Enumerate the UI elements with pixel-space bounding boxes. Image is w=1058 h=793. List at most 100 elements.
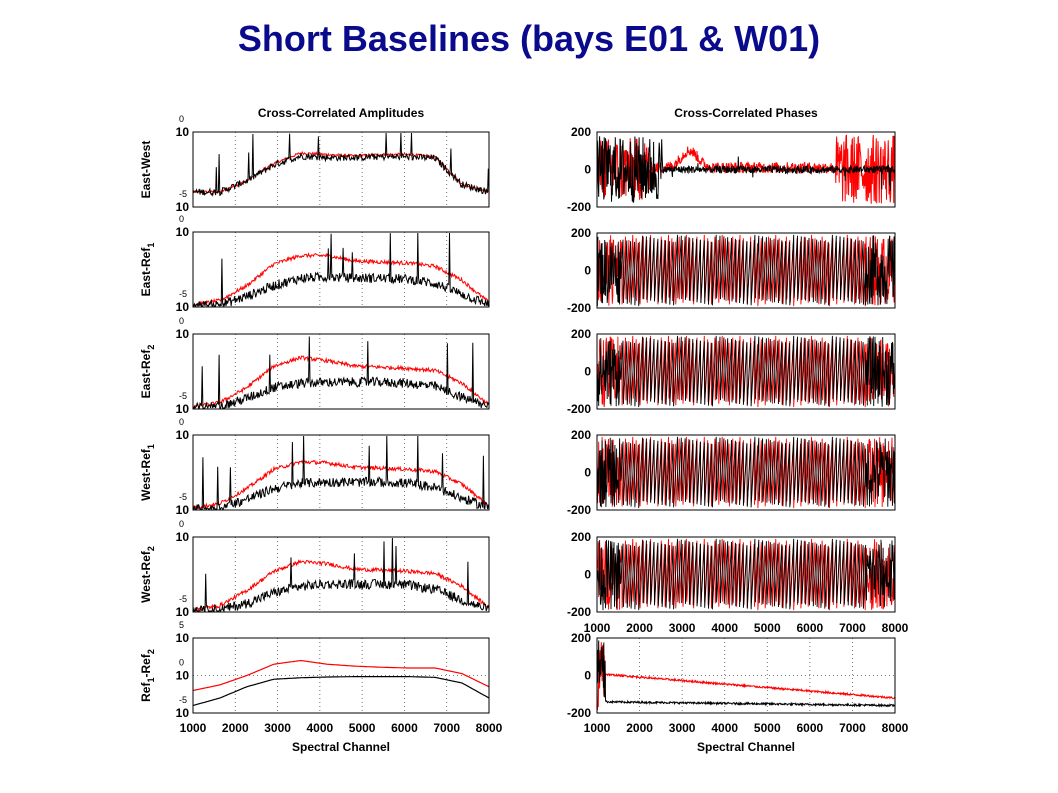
amplitude-black-series <box>192 336 490 410</box>
phase-xtick-label: 2000 <box>626 621 653 635</box>
ytick-base: 10 <box>176 428 190 442</box>
ytick-base: 10 <box>176 327 190 341</box>
amplitude-black-series <box>192 132 490 197</box>
panel-ylabel: East-Ref2 <box>139 345 156 399</box>
ytick-exponent: -5 <box>179 391 187 401</box>
ytick-base: 10 <box>176 402 190 416</box>
amplitude-panel-frame <box>192 434 490 511</box>
amplitude-black-series <box>192 537 490 613</box>
ytick-exponent: 5 <box>179 620 184 630</box>
phase-xtick-label: 1000 <box>584 721 611 735</box>
ytick-exponent: -5 <box>179 189 187 199</box>
ytick-base: 10 <box>176 605 190 619</box>
phase-black-series <box>596 538 896 611</box>
phase-panel: 200 0 -200 <box>567 530 896 619</box>
phase-panel-frame <box>596 333 896 410</box>
phase-panel: 200 0 -200 <box>567 327 896 416</box>
amplitude-black-series <box>192 435 490 511</box>
amplitude-black-series <box>192 676 490 707</box>
ytick-exponent: 0 <box>179 316 184 326</box>
phase-ytick-label: -200 <box>567 706 591 720</box>
phase-panel: 200 0 -200 <box>567 428 896 517</box>
ytick-exponent: 0 <box>179 114 184 124</box>
phase-ytick-label: 200 <box>571 428 591 442</box>
amplitude-panel-frame <box>192 637 490 714</box>
ytick-base: 10 <box>176 200 190 214</box>
phase-black-series <box>596 136 896 203</box>
amplitude-column-title: Cross-Correlated Amplitudes <box>258 106 425 120</box>
ytick-base: 10 <box>176 669 190 683</box>
ytick-exponent: -5 <box>179 289 187 299</box>
phase-panel-frame <box>596 637 896 714</box>
ytick-base: 10 <box>176 631 190 645</box>
phase-ytick-label: 0 <box>584 264 591 278</box>
phase-ytick-label: 0 <box>584 466 591 480</box>
phase-column: Cross-Correlated Phases2000-2002000-2002… <box>567 106 909 754</box>
ytick-exponent: 0 <box>179 658 184 668</box>
amplitude-xtick-label: 5000 <box>349 721 376 735</box>
slide-title: Short Baselines (bays E01 & W01) <box>237 18 821 59</box>
phase-xtick-label: 3000 <box>669 621 696 635</box>
panel-ylabel: East-Ref1 <box>139 243 156 297</box>
ytick-base: 10 <box>176 225 190 239</box>
phase-xtick-label: 8000 <box>882 621 909 635</box>
phase-ytick-label: 0 <box>584 163 591 177</box>
phase-xtick-label: 6000 <box>797 721 824 735</box>
phase-ytick-label: 0 <box>584 365 591 379</box>
ytick-exponent: -5 <box>179 492 187 502</box>
amplitude-panel-frame <box>192 536 490 613</box>
ytick-base: 10 <box>176 300 190 314</box>
amplitude-xtick-label: 2000 <box>222 721 249 735</box>
phase-ytick-label: -200 <box>567 605 591 619</box>
ytick-base: 10 <box>176 503 190 517</box>
phase-xtick-label: 4000 <box>711 721 738 735</box>
ytick-exponent: -5 <box>179 695 187 705</box>
phase-panel: 200 0 -200 <box>567 226 896 315</box>
amplitude-red-series <box>192 659 490 692</box>
phase-ytick-label: 200 <box>571 226 591 240</box>
phase-ytick-label: 200 <box>571 530 591 544</box>
phase-black-series <box>596 640 896 708</box>
amplitude-xtick-label: 3000 <box>264 721 291 735</box>
phase-ytick-label: -200 <box>567 402 591 416</box>
phase-ytick-label: 200 <box>571 631 591 645</box>
phase-red-series <box>596 134 896 204</box>
phase-xtick-label: 1000 <box>584 621 611 635</box>
phase-xtick-label: 5000 <box>754 621 781 635</box>
phase-xtick-label: 7000 <box>839 721 866 735</box>
amplitude-xtick-label: 6000 <box>391 721 418 735</box>
ytick-base: 10 <box>176 125 190 139</box>
phase-xtick-label: 5000 <box>754 721 781 735</box>
phase-xtick-label: 3000 <box>669 721 696 735</box>
phase-panel: 200 0 -200 <box>567 125 896 214</box>
phase-ytick-label: 0 <box>584 669 591 683</box>
amplitude-xtick-label: 8000 <box>476 721 503 735</box>
amplitude-panel-frame <box>192 231 490 308</box>
phase-black-series <box>596 436 896 509</box>
ytick-exponent: 0 <box>179 519 184 529</box>
panel-ylabel: Ref1-Ref2 <box>139 649 156 702</box>
phase-xtick-label: 8000 <box>882 721 909 735</box>
phase-ytick-label: -200 <box>567 301 591 315</box>
phase-ytick-label: 200 <box>571 125 591 139</box>
ytick-exponent: 0 <box>179 417 184 427</box>
amplitude-xtick-label: 7000 <box>433 721 460 735</box>
panel-ylabel: West-Ref1 <box>139 444 156 501</box>
phase-xtick-label: 4000 <box>711 621 738 635</box>
phase-red-series <box>596 642 896 711</box>
phase-xtick-label: 7000 <box>839 621 866 635</box>
phase-panel: 200 0 -200 <box>567 631 896 720</box>
phase-xtick-label: 2000 <box>626 721 653 735</box>
amplitude-xtick-label: 4000 <box>307 721 334 735</box>
phase-xtick-label: 6000 <box>797 621 824 635</box>
phase-xlabel: Spectral Channel <box>697 740 795 754</box>
ytick-exponent: 0 <box>179 214 184 224</box>
phase-column-title: Cross-Correlated Phases <box>674 106 818 120</box>
amplitude-xlabel: Spectral Channel <box>292 740 390 754</box>
